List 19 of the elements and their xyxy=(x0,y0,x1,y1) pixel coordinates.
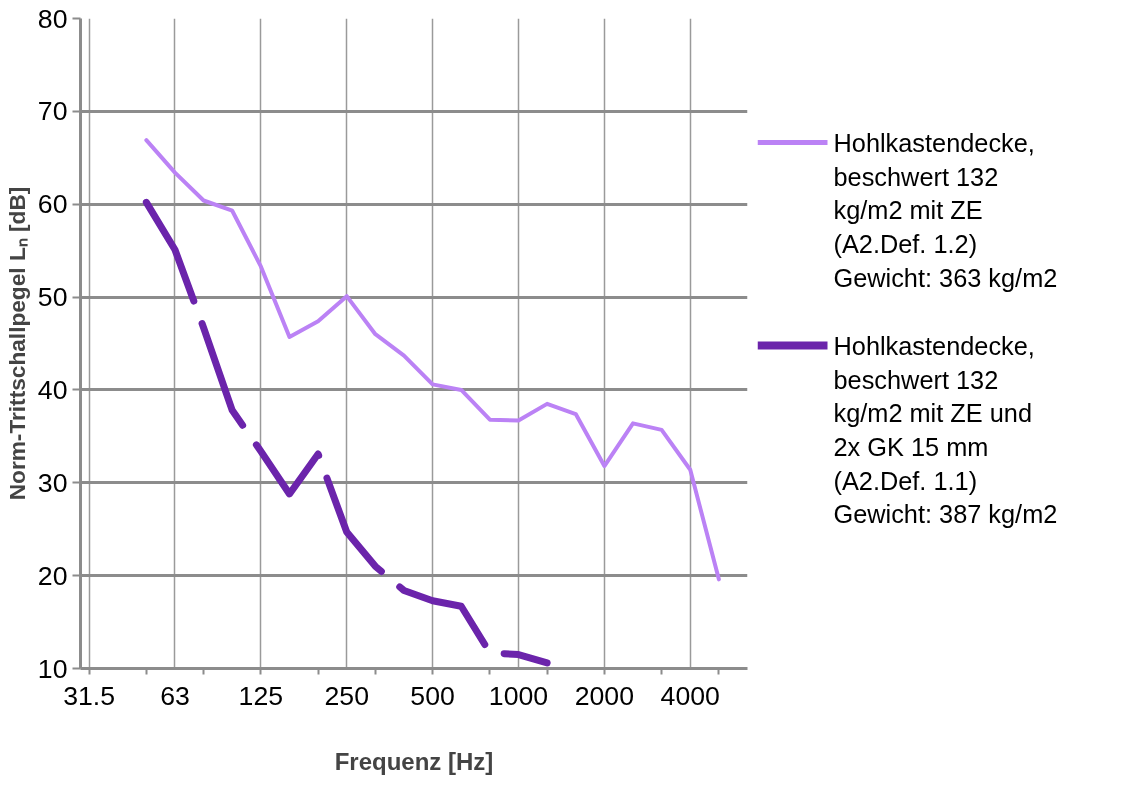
x-tick-label: 63 xyxy=(160,680,190,711)
y-axis-title: Norm-Trittschallpegel Lₙ [dB] xyxy=(3,186,30,501)
x-axis-title: Frequenz [Hz] xyxy=(334,747,494,775)
y-tick-label: 20 xyxy=(37,560,68,591)
x-tick-label: 125 xyxy=(238,680,284,711)
y-tick-label: 60 xyxy=(37,189,68,220)
x-tick-label: 250 xyxy=(324,680,369,711)
x-tick-label: 1000 xyxy=(488,680,549,711)
y-tick-label: 70 xyxy=(37,96,68,127)
x-tick-label: 2000 xyxy=(574,680,635,711)
y-tick-label: 40 xyxy=(37,374,68,405)
y-tick-label: 80 xyxy=(37,3,68,34)
y-tick-label: 50 xyxy=(37,282,68,313)
x-tick-label: 4000 xyxy=(660,680,720,711)
legend-label: Hohlkastendecke, beschwert 132 kg/m2 mit ZE (A2.Def. 1.2) Gewicht: 363 kg/m2 xyxy=(833,129,1058,292)
x-tick-label: 500 xyxy=(410,680,455,711)
legend-label: Hohlkastendecke, beschwert 132 kg/m2 mit ZE und 2x GK 15 mm (A2.Def. 1.1) Gewicht: 387 kg/m2 xyxy=(833,332,1058,529)
y-tick-label: 30 xyxy=(37,467,68,498)
line-series xyxy=(144,138,721,582)
